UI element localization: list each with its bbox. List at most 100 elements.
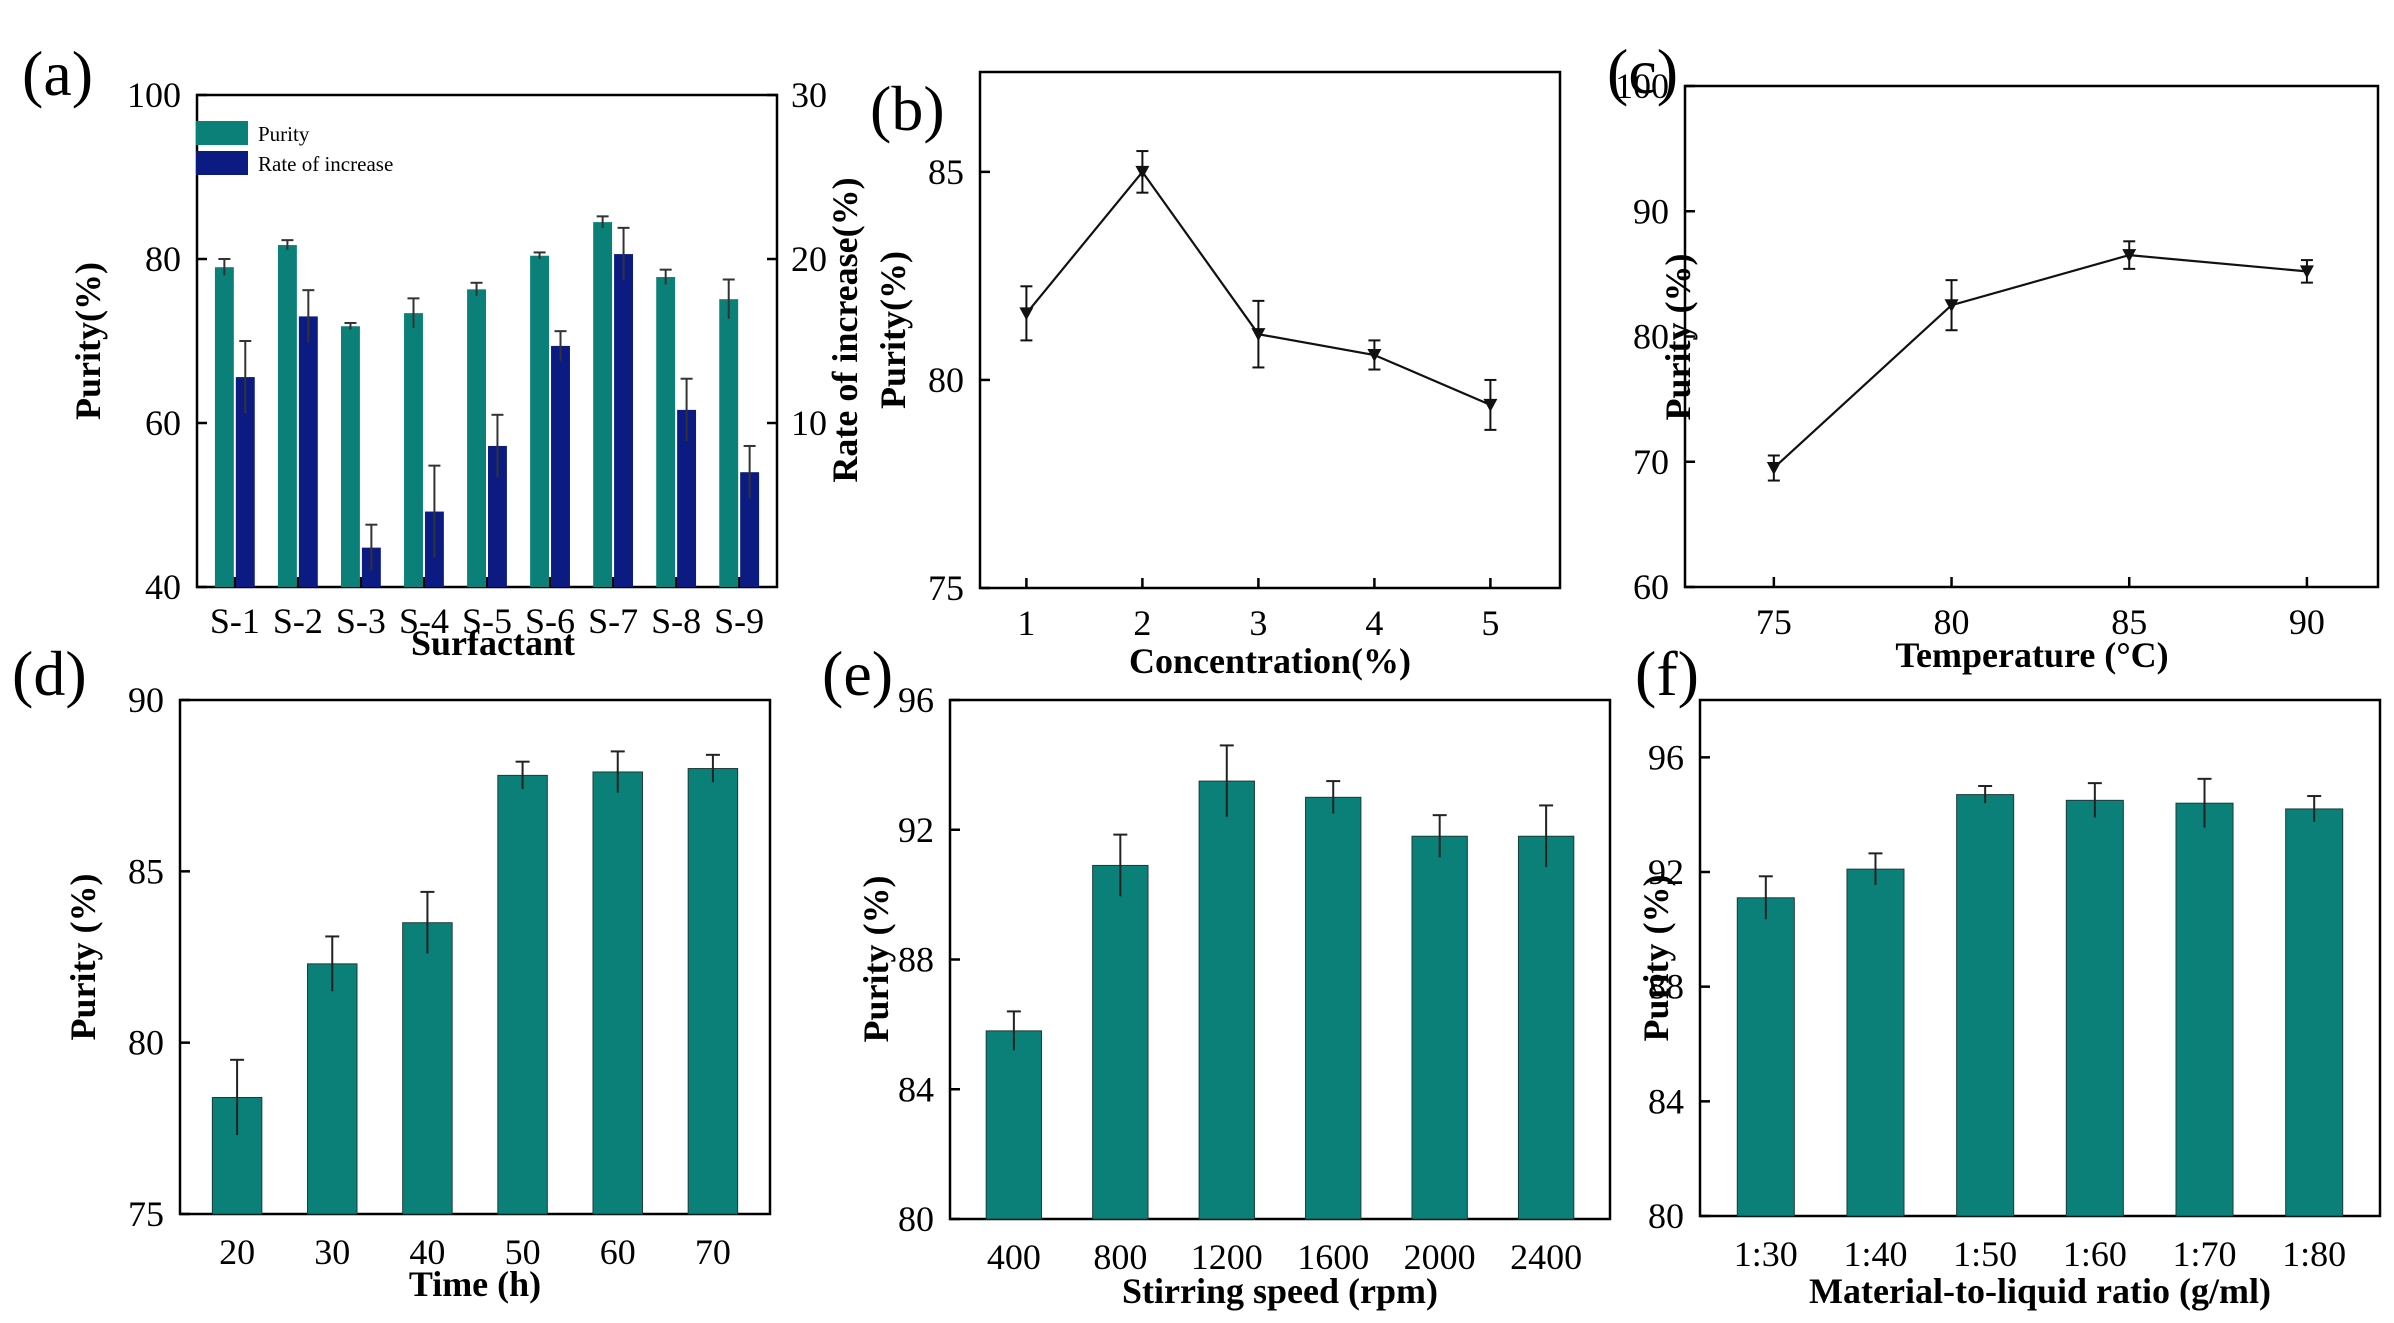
bar-a-purity-S-1 xyxy=(214,267,234,587)
x-tick-label: 80 xyxy=(1934,602,1970,642)
bar-f-1:80 xyxy=(2285,808,2344,1217)
series-line-b xyxy=(1025,170,1491,406)
y-tick-label: 96 xyxy=(898,680,934,720)
x-tick-label: 2400 xyxy=(1510,1237,1582,1277)
panel-c: (c)Temperature (°C)Purity (%)60708090100… xyxy=(1607,36,2380,675)
bar-f-1:60 xyxy=(2065,799,2124,1217)
data-point-c-75 xyxy=(1766,462,1781,476)
bar-a-purity-S-8 xyxy=(656,277,676,587)
panel-b: (b) Concentration(%) Purity(%) 75 80 85 1 2 3 4 5 xyxy=(870,70,1562,681)
data-point-c-80 xyxy=(1944,299,1959,313)
bar-a-purity-S-6 xyxy=(530,255,550,587)
bar-f-1:70 xyxy=(2175,802,2234,1217)
data-point-b-2 xyxy=(1135,165,1150,179)
x-tick-label: 1:60 xyxy=(2063,1234,2127,1274)
bar-a-rate-of-increase-S-9 xyxy=(740,472,760,587)
x-axis-label-d: Time (h) xyxy=(409,1264,541,1304)
x-axis-label-a: Surfactant xyxy=(411,623,575,663)
plot-frame-e xyxy=(948,698,1612,1221)
panel-label-b: (b) xyxy=(870,73,945,144)
x-tick-label: 40 xyxy=(409,1232,445,1272)
x-tick-label: 2 xyxy=(1133,603,1151,643)
y-tick-label: 70 xyxy=(1633,442,1669,482)
bar-e-800 xyxy=(1092,864,1149,1220)
legend-swatch-purity xyxy=(196,121,248,145)
bar-f-1:50 xyxy=(1956,794,2015,1217)
bar-a-purity-S-2 xyxy=(277,245,297,587)
x-tick-label: 1 xyxy=(1017,603,1035,643)
x-tick-label: 1:30 xyxy=(1734,1234,1798,1274)
x-axis-label-b: Concentration(%) xyxy=(1129,641,1411,681)
bar-f-1:40 xyxy=(1846,868,1905,1217)
bar-a-rate-of-increase-S-8 xyxy=(677,409,697,587)
legend-label: Rate of increase xyxy=(258,152,393,176)
y-tick-label: 40 xyxy=(145,567,181,607)
series-line-c xyxy=(1773,253,2308,469)
x-tick-label: 1:70 xyxy=(2173,1234,2237,1274)
y-tick-label: 60 xyxy=(1633,567,1669,607)
y-right-tick-label: 20 xyxy=(791,239,827,279)
y-tick-label: 88 xyxy=(1648,967,1684,1007)
x-axis-label-f: Material-to-liquid ratio (g/ml) xyxy=(1809,1271,2271,1311)
x-tick-label: 20 xyxy=(219,1232,255,1272)
bar-a-purity-S-3 xyxy=(341,326,360,587)
bar-a-purity-S-9 xyxy=(719,299,739,587)
x-tick-label: 85 xyxy=(2111,602,2147,642)
y-tick-label: 85 xyxy=(128,851,164,891)
x-tick-label: S-8 xyxy=(651,601,701,641)
x-tick-label: 1600 xyxy=(1297,1237,1369,1277)
x-tick-label: 60 xyxy=(600,1232,636,1272)
bar-a-rate-of-increase-S-6 xyxy=(551,345,570,587)
bar-d-40 xyxy=(402,922,453,1215)
x-tick-label: 400 xyxy=(987,1237,1041,1277)
x-tick-label: S-1 xyxy=(210,601,260,641)
plot-frame-f xyxy=(1698,698,2382,1218)
y-tick-label: 60 xyxy=(145,403,181,443)
x-tick-label: S-6 xyxy=(525,601,575,641)
x-tick-label: 4 xyxy=(1365,603,1383,643)
y-tick-label: 88 xyxy=(898,940,934,980)
data-point-b-5 xyxy=(1483,398,1498,412)
y-tick-label: 100 xyxy=(127,75,181,115)
plot-frame-c xyxy=(1683,84,2380,589)
x-tick-label: S-3 xyxy=(336,601,386,641)
data-point-b-4 xyxy=(1367,348,1382,362)
y-tick-label: 80 xyxy=(1633,317,1669,357)
x-tick-label: 90 xyxy=(2289,602,2325,642)
x-tick-label: 2000 xyxy=(1404,1237,1476,1277)
y-right-tick-label: 30 xyxy=(791,75,827,115)
legend-swatch-rate-of-increase xyxy=(196,151,248,175)
x-tick-label: 30 xyxy=(314,1232,350,1272)
y-tick-label: 75 xyxy=(928,568,964,608)
x-tick-label: S-7 xyxy=(588,601,638,641)
y-axis-label-d: Purity (%) xyxy=(63,874,103,1041)
panel-e: (e) Stirring speed (rpm) Purity (%) 80 84 88 9… xyxy=(822,638,1612,1311)
y-tick-label: 80 xyxy=(898,1199,934,1239)
bar-a-purity-S-5 xyxy=(467,289,486,587)
y-right-axis-label-a: Rate of increase(%) xyxy=(825,177,865,482)
y-tick-label: 90 xyxy=(1633,191,1669,231)
panel-d: (d) Time (h) Purity (%) 75 80 85 90 20 30 40 50 60 7… xyxy=(12,638,772,1304)
y-tick-label: 80 xyxy=(128,1023,164,1063)
bar-e-1600 xyxy=(1305,796,1362,1220)
panel-label-e: (e) xyxy=(822,638,893,709)
data-point-c-90 xyxy=(2299,265,2314,279)
y-tick-label: 85 xyxy=(928,152,964,192)
bar-d-70 xyxy=(687,768,739,1215)
y-tick-label: 84 xyxy=(1648,1081,1684,1121)
x-tick-label: S-9 xyxy=(714,601,764,641)
bar-d-50 xyxy=(497,774,548,1215)
x-tick-label: S-5 xyxy=(462,601,512,641)
bar-a-rate-of-increase-S-2 xyxy=(298,316,318,587)
bar-e-2000 xyxy=(1411,835,1468,1220)
x-tick-label: 1:50 xyxy=(1953,1234,2017,1274)
y-tick-label: 92 xyxy=(898,810,934,850)
y-tick-label: 92 xyxy=(1648,852,1684,892)
legend-label: Purity xyxy=(258,122,310,146)
y-axis-label-e: Purity (%) xyxy=(856,876,896,1043)
bar-a-rate-of-increase-S-1 xyxy=(235,377,255,587)
x-tick-label: S-4 xyxy=(399,601,449,641)
x-axis-label-e: Stirring speed (rpm) xyxy=(1122,1271,1438,1311)
x-tick-label: 1200 xyxy=(1191,1237,1263,1277)
